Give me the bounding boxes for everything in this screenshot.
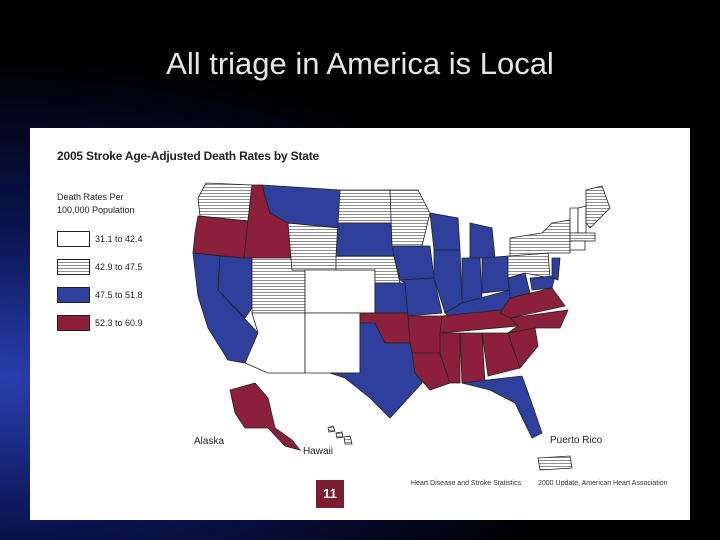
legend-label: 47.5 to 51.8	[95, 290, 143, 300]
state-massachusetts	[569, 232, 596, 242]
legend-item-blue: 47.5 to 51.8	[57, 287, 207, 305]
state-alaska	[229, 382, 302, 451]
state-north-dakota	[337, 189, 393, 224]
state-hawaii	[327, 425, 353, 445]
us-map	[192, 182, 611, 471]
state-maryland	[529, 275, 556, 291]
state-michigan	[469, 222, 496, 259]
source-left: Heart Disease and Stroke Statistics	[411, 480, 522, 487]
state-pennsylvania	[507, 252, 551, 279]
state-new-mexico	[304, 312, 361, 374]
source-right: 2000 Update, American Heart Association	[538, 480, 668, 487]
puerto-rico	[537, 455, 573, 471]
state-arkansas	[407, 315, 443, 354]
state-south-dakota	[335, 222, 395, 257]
state-maine	[585, 185, 611, 229]
label-hawaii: Hawaii	[303, 446, 334, 457]
state-florida	[461, 375, 543, 439]
legend-heading-line1: Death Rates Per	[57, 192, 124, 202]
label-puerto-rico: Puerto Rico	[550, 435, 603, 446]
state-alabama	[459, 332, 486, 384]
state-new-jersey	[551, 257, 561, 281]
legend-item-maroon: 52.3 to 60.9	[57, 315, 207, 333]
map-title: 2005 Stroke Age-Adjusted Death Rates by …	[57, 149, 319, 163]
state-missouri	[398, 277, 443, 317]
state-kansas	[374, 282, 409, 314]
label-alaska: Alaska	[194, 436, 225, 447]
legend-label: 42.9 to 47.5	[95, 262, 143, 272]
legend-swatch-striped	[57, 259, 90, 275]
state-north-carolina	[507, 309, 569, 334]
map-panel: 2005 Stroke Age-Adjusted Death Rates by …	[30, 128, 690, 520]
state-louisiana	[411, 352, 451, 391]
state-ohio	[481, 255, 511, 294]
state-texas	[329, 322, 423, 419]
legend-swatch-blue	[57, 287, 90, 303]
legend-swatch-maroon	[57, 315, 90, 331]
legend-label: 31.1 to 42.4	[95, 234, 143, 244]
state-minnesota	[389, 189, 431, 247]
legend-item-white: 31.1 to 42.4	[57, 231, 207, 249]
state-colorado	[304, 269, 376, 314]
state-indiana	[461, 257, 483, 304]
state-vermont	[569, 207, 579, 234]
legend-heading-line2: 100,000 Population	[57, 205, 135, 215]
state-wyoming	[287, 222, 339, 271]
state-mississippi	[439, 332, 461, 384]
legend-item-striped: 42.9 to 47.5	[57, 259, 207, 277]
state-virginia	[499, 287, 566, 319]
slide-title: All triage in America is Local	[166, 46, 554, 81]
state-new-hampshire	[577, 205, 587, 234]
state-new-york	[509, 219, 571, 257]
state-wisconsin	[429, 212, 461, 251]
legend-label: 52.3 to 60.9	[95, 318, 143, 328]
state-washington	[197, 182, 253, 222]
page-number-badge: 11	[316, 480, 344, 508]
legend-swatch-white	[57, 231, 90, 247]
state-arizona	[244, 312, 306, 374]
legend-heading: Death Rates Per 100,000 Population	[57, 191, 135, 217]
state-connecticut	[569, 240, 586, 251]
